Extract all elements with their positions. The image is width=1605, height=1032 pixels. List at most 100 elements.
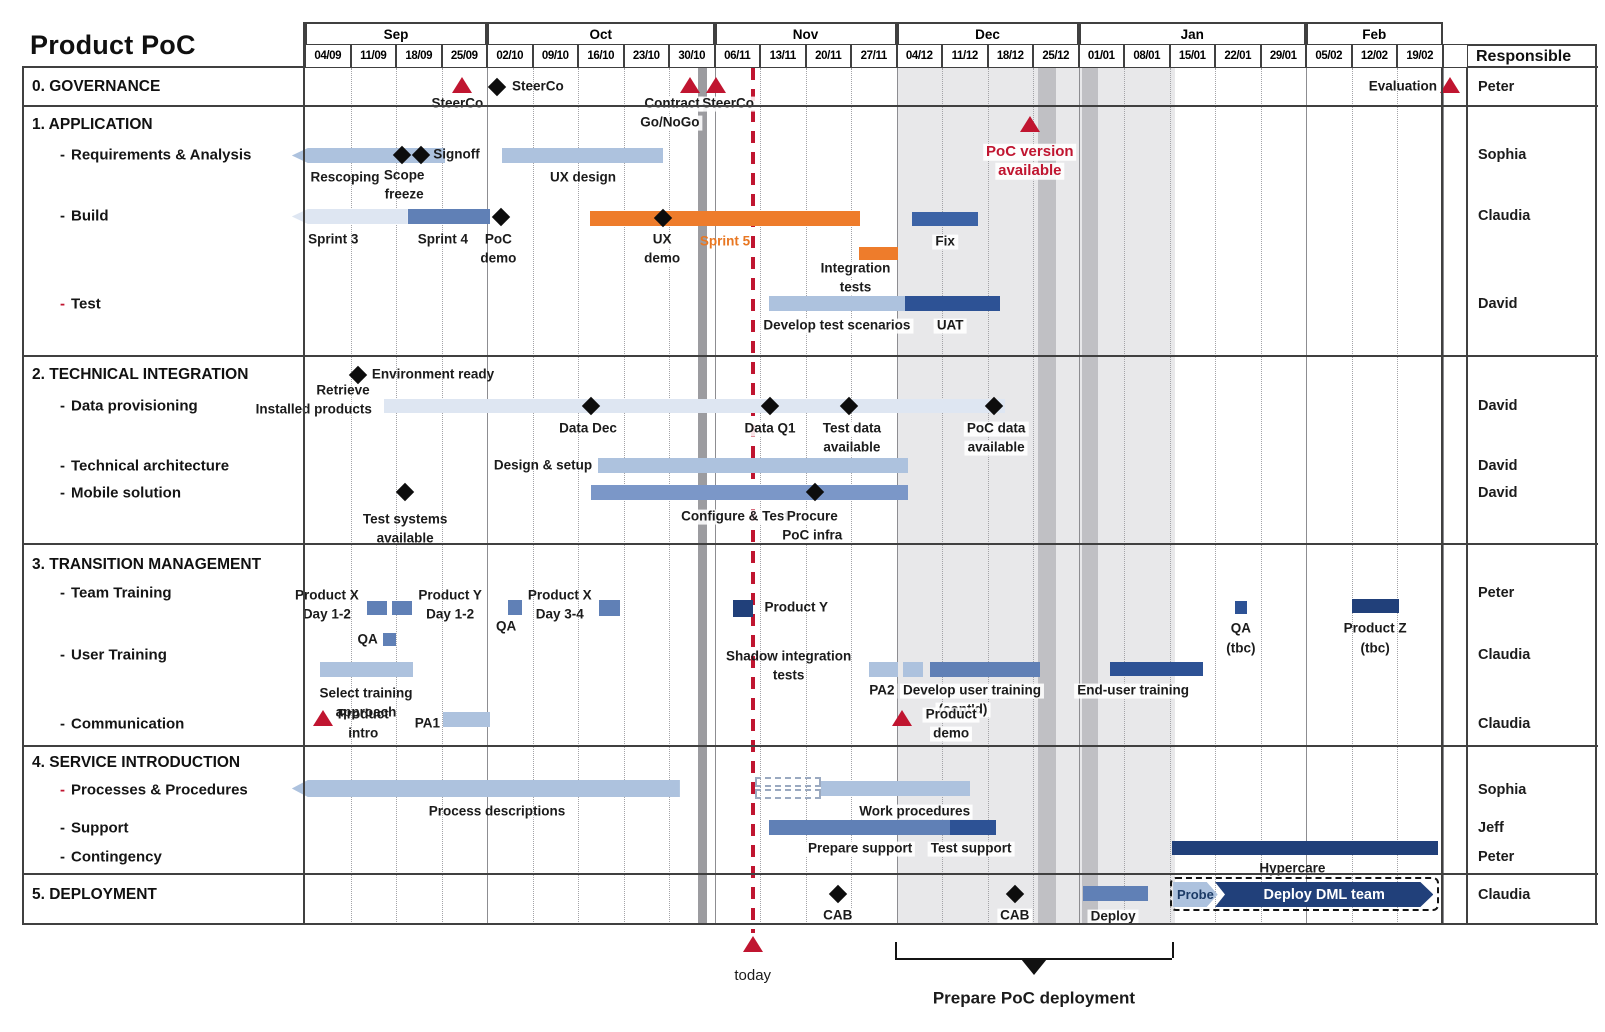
row-dash: -	[60, 457, 65, 475]
product-intro-label2: intro	[348, 725, 379, 741]
row-label-text: Contingency	[71, 848, 162, 866]
deploy-dml-team-bar: Deploy DML team	[1215, 882, 1433, 907]
page-title: Product PoC	[30, 30, 196, 60]
week-gridline	[1397, 68, 1398, 924]
steerco2-milestone	[705, 77, 726, 93]
month-header-sep: Sep	[305, 22, 487, 46]
week-header-25-09: 25/09	[441, 44, 487, 68]
section-label-0: 0. GOVERNANCE	[32, 78, 161, 95]
contract-label1: Contract	[641, 96, 703, 112]
border-vertical-1	[303, 22, 305, 925]
deploy-label: Deploy	[1087, 909, 1139, 925]
responsible-13-claudia: Claudia	[1478, 887, 1531, 903]
month-boundary-line	[1442, 68, 1444, 924]
row-label-requirements-analysis: - Requirements & Analysis	[60, 147, 251, 164]
pa1-label: PA1	[414, 715, 441, 731]
prepare-deployment-bracket-tick-right	[1171, 942, 1174, 958]
integration-tests-label2: tests	[836, 280, 875, 296]
shadow-tests-bar2	[902, 662, 923, 677]
week-header-02-10: 02/10	[487, 44, 533, 68]
border-vertical-0	[22, 66, 24, 925]
product-x34-label2: Day 3-4	[535, 606, 584, 622]
week-gridline	[942, 68, 943, 924]
border-vertical-2	[1441, 22, 1443, 925]
week-gridline	[987, 68, 989, 924]
cab1-diamond	[828, 884, 847, 904]
week-header-09-10: 09/10	[532, 44, 578, 68]
product-y12-label1: Product Y	[418, 587, 482, 603]
product-intro-label1: Product	[337, 706, 389, 722]
pa1-bar	[442, 712, 491, 727]
product-x-day34-sq	[598, 600, 620, 616]
product-demo-label2: demo	[930, 726, 973, 742]
pa2-label: PA2	[866, 683, 898, 699]
work-procedures-dashed2	[755, 789, 822, 799]
product-x34-label1: Product X	[527, 587, 592, 603]
design-setup-label: Design & setup	[493, 457, 593, 473]
hypercare-bar	[1171, 841, 1438, 855]
ux-design-bar	[502, 148, 664, 163]
product-intro-milestone	[313, 710, 334, 726]
border-horizontal-2	[22, 355, 1598, 357]
sprint4-label: Sprint 4	[417, 231, 468, 247]
product-y-label: Product Y	[764, 599, 829, 615]
week-header-blank	[1442, 44, 1468, 68]
product-demo-milestone	[891, 710, 912, 726]
week-header-16-10: 16/10	[578, 44, 624, 68]
row-dash: -	[60, 819, 65, 837]
border-horizontal-1	[22, 105, 1598, 107]
steerco2-label: SteerCo	[512, 78, 564, 94]
cab1-label: CAB	[820, 908, 856, 924]
month-boundary-line	[1306, 68, 1307, 924]
select-training-bar	[320, 662, 413, 677]
end-user-training-label: End-user training	[1074, 683, 1192, 699]
qa-tbc-label2: (tbc)	[1226, 640, 1256, 656]
row-label-technical-architecture: - Technical architecture	[60, 458, 229, 475]
poc-data-label2: available	[964, 440, 1028, 456]
data-q1-label: Data Q1	[741, 421, 799, 437]
week-gridline	[578, 68, 579, 924]
responsible-11-jeff: Jeff	[1478, 820, 1504, 836]
scope-freeze-label1: Scope	[383, 167, 425, 183]
evaluation-milestone	[1439, 77, 1460, 93]
hypercare-label: Hypercare	[1259, 860, 1326, 876]
probe-bar-label: Probe	[1176, 887, 1214, 902]
responsible-2-claudia: Claudia	[1478, 208, 1531, 224]
week-gridline	[1215, 68, 1216, 924]
fix-label: Fix	[932, 234, 958, 250]
row-label-text: Mobile solution	[71, 484, 181, 502]
week-header-18-09: 18/09	[396, 44, 442, 68]
qa1-label: QA	[357, 631, 378, 647]
row-label-support: - Support	[60, 820, 129, 837]
week-header-20-11: 20/11	[805, 44, 851, 68]
week-header-29-01: 29/01	[1260, 44, 1306, 68]
product-y12-label2: Day 1-2	[426, 606, 475, 622]
month-header-dec: Dec	[896, 22, 1079, 46]
responsible-5-david: David	[1478, 458, 1518, 474]
work-procedures-bar	[821, 781, 971, 796]
uat-bar	[905, 296, 1000, 311]
row-label-text: Technical architecture	[71, 457, 230, 475]
procure-label1: Procure	[783, 509, 841, 525]
steerco3-label: SteerCo	[699, 96, 758, 112]
retrieve-label2: Installed products	[255, 401, 372, 417]
row-dash: -	[60, 715, 65, 733]
sprint5-label: Sprint 5	[699, 233, 751, 249]
contract-gonogo-milestone	[679, 77, 700, 93]
responsible-1-sophia: Sophia	[1478, 147, 1527, 163]
poc-version-label1: PoC version	[983, 143, 1077, 161]
test-systems-label1: Test systems	[362, 511, 448, 527]
procure-label2: PoC infra	[779, 528, 846, 544]
environment-ready-label: Environment ready	[371, 366, 495, 382]
row-dash: -	[60, 146, 65, 164]
week-header-22-01: 22/01	[1215, 44, 1261, 68]
responsible-6-david: David	[1478, 485, 1518, 501]
integration-tests-label1: Integration	[817, 261, 894, 277]
month-header-feb: Feb	[1306, 22, 1443, 46]
test-systems-available-diamond	[395, 482, 415, 502]
week-header-08-01: 08/01	[1124, 44, 1170, 68]
qa-sq2	[507, 600, 523, 615]
test-data-label1: Test data	[819, 421, 885, 437]
row-label-processes-procedures: - Processes & Procedures	[60, 782, 248, 799]
